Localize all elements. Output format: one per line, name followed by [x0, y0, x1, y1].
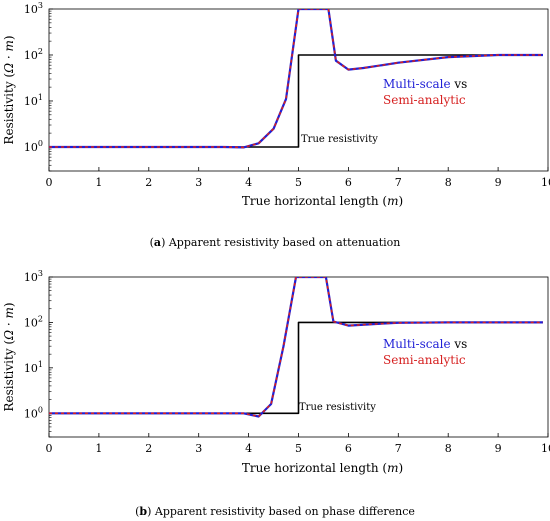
- x-tick-label: 0: [46, 442, 53, 455]
- series-group: [49, 277, 543, 418]
- x-axis-label: True horizontal length (m): [242, 461, 403, 475]
- x-tick-label: 1: [95, 442, 102, 455]
- x-tick-label: 3: [195, 442, 202, 455]
- x-tick-label: 5: [295, 176, 302, 189]
- series-multi-scale-line: [49, 277, 543, 418]
- panel-b: 0 1 2 3 4 5 6 7 8 9 10 100 101 102 103 True horizontal …: [2, 269, 550, 475]
- y-tick-label: 102: [24, 47, 43, 62]
- x-tick-label: 3: [195, 176, 202, 189]
- x-tick-label: 1: [95, 176, 102, 189]
- series-true-line: [49, 54, 543, 148]
- y-tick-label: 103: [24, 1, 43, 16]
- series-true-line: [49, 321, 543, 415]
- true-resistivity-annotation: True resistivity: [301, 134, 378, 145]
- y-tick-label: 100: [24, 139, 43, 154]
- y-tick-label: 102: [24, 314, 43, 329]
- x-tick-label: 7: [395, 176, 402, 189]
- x-tick-label: 9: [495, 176, 502, 189]
- x-tick-label: 4: [245, 442, 252, 455]
- x-tick-label: 5: [295, 442, 302, 455]
- caption-a: (a) Apparent resistivity based on attenu…: [149, 236, 401, 249]
- caption-b: (b) Apparent resistivity based on phase …: [135, 505, 415, 518]
- x-tick-label: 7: [395, 442, 402, 455]
- y-axis-label: Resistivity (Ω · m): [2, 302, 16, 411]
- panel-a: 0 1 2 3 4 5 6 7 8 9 10 100 101 102 103 True horizontal …: [2, 1, 550, 208]
- caption-a-text: Apparent resistivity based on attenuatio…: [168, 236, 401, 249]
- x-tick-label: 10: [541, 442, 550, 455]
- x-tick-label: 2: [145, 176, 152, 189]
- legend-line-2: Semi-analytic: [383, 93, 466, 107]
- x-tick-label: 8: [445, 442, 452, 455]
- x-tick-label: 4: [245, 176, 252, 189]
- x-tick-label: 2: [145, 442, 152, 455]
- x-tick-label: 8: [445, 176, 452, 189]
- true-resistivity-annotation: True resistivity: [299, 402, 376, 413]
- x-tick-label: 9: [495, 442, 502, 455]
- legend-line-2: Semi-analytic: [383, 353, 466, 367]
- series-semi-analytic-line: [49, 9, 543, 149]
- x-tick-label: 0: [46, 176, 53, 189]
- series-multi-scale-line: [49, 9, 543, 149]
- x-tick-label: 6: [345, 176, 352, 189]
- y-tick-label: 101: [24, 360, 43, 375]
- y-tick-label: 100: [24, 405, 43, 420]
- y-tick-label: 103: [24, 269, 43, 284]
- caption-b-letter: b: [139, 505, 148, 518]
- y-axis-label: Resistivity (Ω · m): [2, 35, 16, 144]
- caption-a-letter: a: [153, 236, 162, 249]
- series-semi-analytic-line: [49, 277, 543, 418]
- y-tick-label: 101: [24, 93, 43, 108]
- x-tick-label: 10: [541, 176, 550, 189]
- x-axis-label: True horizontal length (m): [242, 194, 403, 208]
- series-group: [49, 9, 543, 149]
- caption-b-text: Apparent resistivity based on phase diff…: [154, 505, 415, 518]
- legend-line-1: Multi-scale vs: [383, 77, 467, 91]
- x-tick-label: 6: [345, 442, 352, 455]
- legend-line-1: Multi-scale vs: [383, 337, 467, 351]
